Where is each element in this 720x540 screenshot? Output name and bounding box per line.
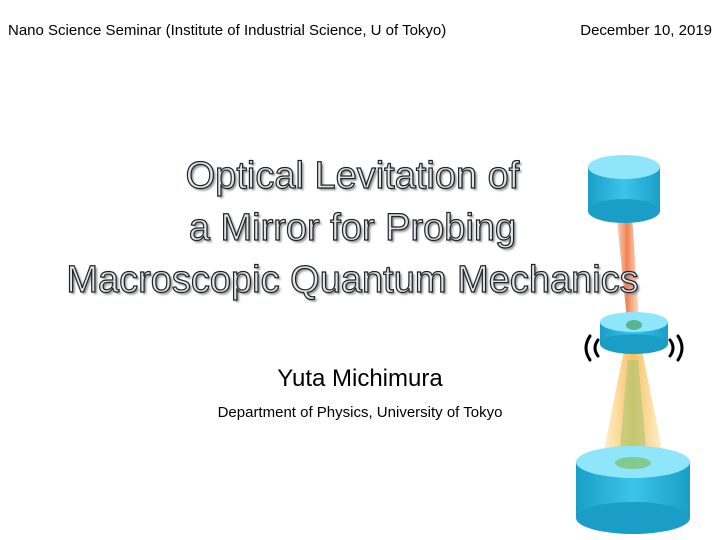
title-line: a Mirror for Probing [188, 206, 517, 249]
laser-core [618, 360, 648, 470]
affiliation: Department of Physics, University of Tok… [217, 404, 503, 421]
levitated-mirror [600, 312, 668, 354]
top-mirror [588, 155, 660, 223]
author: Yuta Michimura [277, 365, 443, 392]
title-line: Macroscopic Quantum Mechanics [66, 258, 640, 301]
title-line: Optical Levitation of [185, 154, 520, 197]
date: December 10, 2019 [580, 22, 712, 39]
title: Optical Levitation of a Mirror for Probi… [0, 150, 705, 306]
laser-beam [615, 200, 639, 320]
event-name: Nano Science Seminar (Institute of Indus… [8, 22, 447, 39]
bottom-mirror [576, 446, 690, 534]
vibration-marks [584, 334, 684, 362]
